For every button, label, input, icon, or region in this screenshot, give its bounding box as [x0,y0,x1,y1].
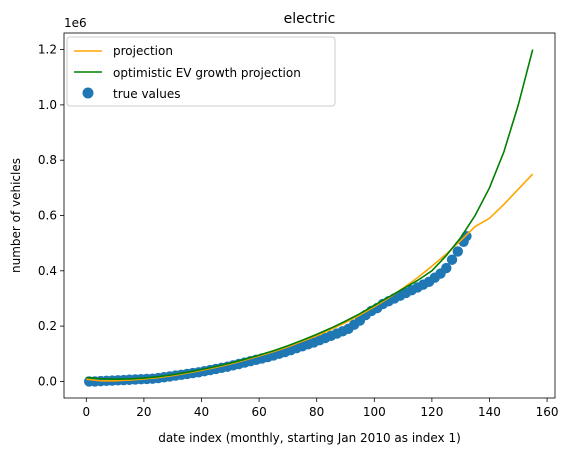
legend-label-true-values: true values [113,87,180,101]
x-tick-label: 120 [420,405,443,419]
legend-label-projection: projection [113,44,173,58]
x-tick-label: 160 [536,405,559,419]
y-tick-label: 0.8 [38,153,57,167]
y-axis: 0.0 0.2 0.4 0.6 0.8 1.0 1.2 [38,43,64,388]
chart-title: electric [284,11,336,27]
x-axis-label: date index (monthly, starting Jan 2010 a… [158,431,461,445]
x-tick-label: 100 [363,405,386,419]
x-tick-label: 140 [478,405,501,419]
y-axis-label: number of vehicles [9,158,23,273]
true-values-point [446,254,458,265]
y-offset-label: 1e6 [64,16,87,30]
legend-label-optimistic: optimistic EV growth projection [113,66,301,80]
legend-box [66,36,336,107]
true-values-point [441,262,452,274]
x-tick-label: 40 [194,405,209,419]
series-layer [84,49,534,387]
legend-swatch-true-values [82,87,94,99]
y-tick-label: 0.2 [38,319,57,333]
y-tick-label: 0.0 [38,374,57,388]
x-tick-label: 80 [309,405,324,419]
true-values-point [461,231,472,242]
x-tick-label: 60 [251,405,266,419]
x-tick-label: 0 [82,405,90,419]
x-axis: 0 20 40 60 80 100 120 140 160 [82,398,559,419]
y-tick-label: 1.0 [38,98,57,112]
plot-area [63,32,556,399]
projection-line [86,173,534,382]
optimistic-growth-line [86,49,534,381]
y-tick-label: 0.6 [38,209,57,223]
legend: projection optimistic EV growth projecti… [66,36,336,107]
true-values-point [452,246,464,257]
y-tick-label: 1.2 [38,43,57,57]
x-tick-label: 20 [136,405,151,419]
y-tick-label: 0.4 [38,264,57,278]
